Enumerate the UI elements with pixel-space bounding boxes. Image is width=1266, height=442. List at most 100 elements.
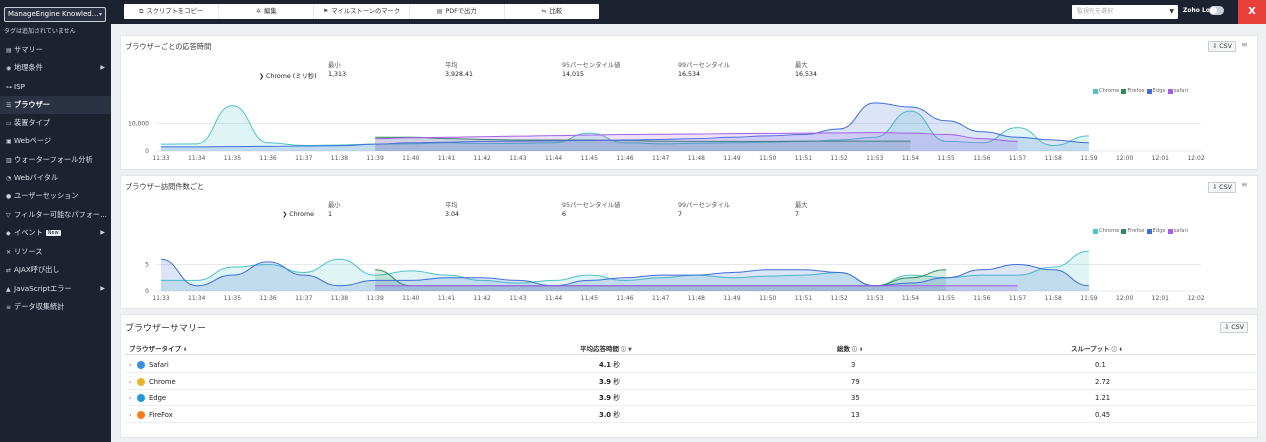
stats-row-toggle[interactable]: ❯ Chrome (ミリ秒) — [259, 71, 317, 80]
sidebar-item[interactable]: ● ユーザーセッション — [0, 187, 111, 205]
sidebar-item[interactable]: ▥ ウォーターフォール分析 — [0, 151, 111, 169]
stat-value: 1,313 — [328, 71, 347, 78]
waterfall-icon: ▥ — [6, 157, 12, 164]
csv-button[interactable]: ⇩ CSV — [1208, 41, 1236, 52]
chevron-down-icon: ▼ — [1169, 8, 1174, 15]
sidebar-item-label: ブラウザー — [14, 100, 50, 109]
x-tick-label: 11:45 — [581, 295, 598, 302]
legend-label[interactable]: safari — [1173, 228, 1189, 234]
chevron-right-icon[interactable]: › — [129, 395, 132, 402]
series-line[interactable] — [160, 102, 1089, 148]
location-pin-icon: ◉ — [6, 65, 12, 72]
browser-summary-panel: ブラウザーサマリー ⇩ CSV ブラウザータイプ ⬍ 平均応答時間 ⓘ ▼ 総数 ⓘ ⬍ … — [120, 314, 1258, 438]
column-label: ブラウザータイプ — [129, 345, 181, 353]
count-cell: 13 — [851, 410, 860, 419]
legend-swatch — [1167, 228, 1173, 234]
avg-unit: 秒 — [613, 377, 621, 386]
sidebar-item[interactable]: ▲ JavaScriptエラー ▶ — [0, 280, 111, 298]
chevron-right-icon[interactable]: › — [129, 411, 132, 419]
x-tick-label: 12:02 — [1187, 155, 1204, 162]
legend-label[interactable]: safari — [1173, 88, 1189, 94]
x-tick-label: 11:41 — [438, 155, 455, 162]
toolbar-button[interactable]: ✲ 編集 — [219, 4, 315, 19]
csv-button[interactable]: ⇩ CSV — [1208, 182, 1236, 193]
x-tick-label: 11:39 — [366, 295, 383, 302]
zoho-logs-toggle[interactable] — [1209, 6, 1224, 15]
browser-cell: › FireFox — [129, 407, 173, 424]
close-button[interactable]: X — [1238, 0, 1266, 24]
x-tick-label: 11:46 — [616, 155, 633, 162]
toolbar-button[interactable]: ⧉ スクリプトをコピー — [124, 4, 220, 19]
avg-unit: 秒 — [613, 361, 621, 369]
sidebar-item[interactable]: ☰ ブラウザー — [0, 96, 111, 114]
panel-title: ブラウザー訪問件数ごと — [125, 182, 205, 191]
csv-button[interactable]: ⇩ CSV — [1220, 322, 1248, 333]
table-row[interactable]: › FireFox 3.0 秒 13 0.45 — [125, 407, 1255, 423]
x-tick-label: 11:54 — [902, 155, 919, 162]
toolbar-button[interactable]: ⇋ 比較 — [505, 4, 599, 19]
legend-label[interactable]: Edge — [1152, 228, 1166, 234]
throughput-cell: 0.1 — [1095, 361, 1106, 369]
info-icon: ⓘ — [852, 347, 858, 353]
sidebar-item[interactable]: ▣ Webページ — [0, 132, 111, 150]
column-header-avg[interactable]: 平均応答時間 ⓘ ▼ — [580, 343, 632, 353]
stats-row-toggle[interactable]: ❯ Chrome — [259, 211, 314, 218]
visits-chart: 0 5 11:33 11:34 11:35 11:36 11:37 11:38 11:39 11:… — [145, 250, 1205, 302]
settings-icon: ✲ — [255, 8, 262, 15]
avg-response-cell: 4.1 秒 — [599, 357, 620, 373]
sidebar-item[interactable]: ◉ 地理条件 ▶ — [0, 59, 111, 77]
x-tick-label: 11:50 — [759, 155, 776, 162]
x-tick-label: 11:56 — [973, 295, 990, 302]
x-tick-label: 12:02 — [1187, 295, 1204, 302]
table-row[interactable]: › Edge 3.9 秒 35 1.21 — [125, 390, 1255, 406]
legend-label[interactable]: Firefox — [1127, 228, 1145, 234]
legend-label[interactable]: Edge — [1152, 88, 1166, 94]
series-line[interactable] — [375, 132, 1018, 142]
toolbar-button[interactable]: ▤ PDFで出力 — [410, 4, 505, 19]
copy-icon: ⧉ — [139, 8, 144, 15]
header-divider — [125, 354, 1255, 355]
sidebar-item-label: 地理条件 — [14, 63, 43, 72]
series-line[interactable] — [161, 250, 1089, 287]
sidebar-item[interactable]: ≡ データ収集統計 — [0, 298, 111, 316]
sidebar-item[interactable]: ▭ 装置タイプ — [0, 114, 111, 132]
series-line[interactable] — [375, 136, 911, 142]
column-header-count[interactable]: 総数 ⓘ ⬍ — [837, 343, 863, 353]
x-tick-label: 11:59 — [1080, 155, 1097, 162]
sidebar-item[interactable]: ✕ リソース — [0, 243, 111, 261]
legend-label[interactable]: Chrome — [1099, 228, 1120, 234]
throughput-cell: 0.45 — [1095, 410, 1111, 419]
sidebar-item[interactable]: ◔ Webバイタル — [0, 169, 111, 187]
legend-label[interactable]: Firefox — [1127, 88, 1145, 94]
x-tick-label: 11:34 — [188, 295, 205, 302]
toggle-knob — [1210, 7, 1217, 14]
sidebar-item[interactable]: ▽ フィルター可能なパフォー... — [0, 206, 111, 224]
x-tick-label: 11:52 — [830, 295, 847, 302]
sidebar-item[interactable]: ▤ サマリー — [0, 41, 111, 59]
chevron-right-icon[interactable]: › — [129, 378, 132, 386]
menu-icon[interactable]: ≡ — [1241, 180, 1248, 189]
chevron-right-icon[interactable]: › — [129, 362, 132, 369]
table-row[interactable]: › Safari 4.1 秒 3 0.1 — [125, 357, 1255, 373]
x-tick-label: 11:51 — [795, 295, 812, 302]
toolbar-button[interactable]: ⚑ マイルストーンのマーク — [314, 4, 410, 19]
sort-desc-icon: ▼ — [628, 347, 632, 353]
sidebar-item[interactable]: ⊶ ISP — [0, 78, 111, 96]
action-toolbar: ⧉ スクリプトをコピー ✲ 編集 ⚑ マイルストーンのマーク ▤ PDFで出力 ⇋ 比較 — [124, 4, 599, 19]
sidebar-item-label: ユーザーセッション — [14, 191, 79, 200]
app-select[interactable]: ManageEngine Knowled... ▾ — [4, 7, 106, 22]
chevron-right-icon: ❯ — [259, 73, 265, 80]
sidebar-item[interactable]: ◆ イベント New ▶ — [0, 224, 111, 242]
toolbar-button-label: 編集 — [264, 8, 277, 15]
x-tick-label: 11:48 — [688, 155, 705, 162]
menu-icon[interactable]: ≡ — [1241, 40, 1248, 49]
legend-label[interactable]: Chrome — [1099, 88, 1120, 94]
x-tick-label: 11:43 — [509, 295, 526, 302]
x-tick-label: 11:54 — [902, 295, 919, 302]
column-header-throughput[interactable]: スループット ⓘ ⬍ — [1071, 343, 1123, 353]
series-line[interactable] — [160, 258, 1089, 287]
column-header-browser[interactable]: ブラウザータイプ ⬍ — [129, 343, 187, 353]
sidebar-item[interactable]: ⇄ AJAX呼び出し — [0, 261, 111, 279]
table-row[interactable]: › Chrome 3.9 秒 79 2.72 — [125, 374, 1255, 390]
monitor-select[interactable]: 監視先を選択 ▼ — [1072, 5, 1178, 19]
